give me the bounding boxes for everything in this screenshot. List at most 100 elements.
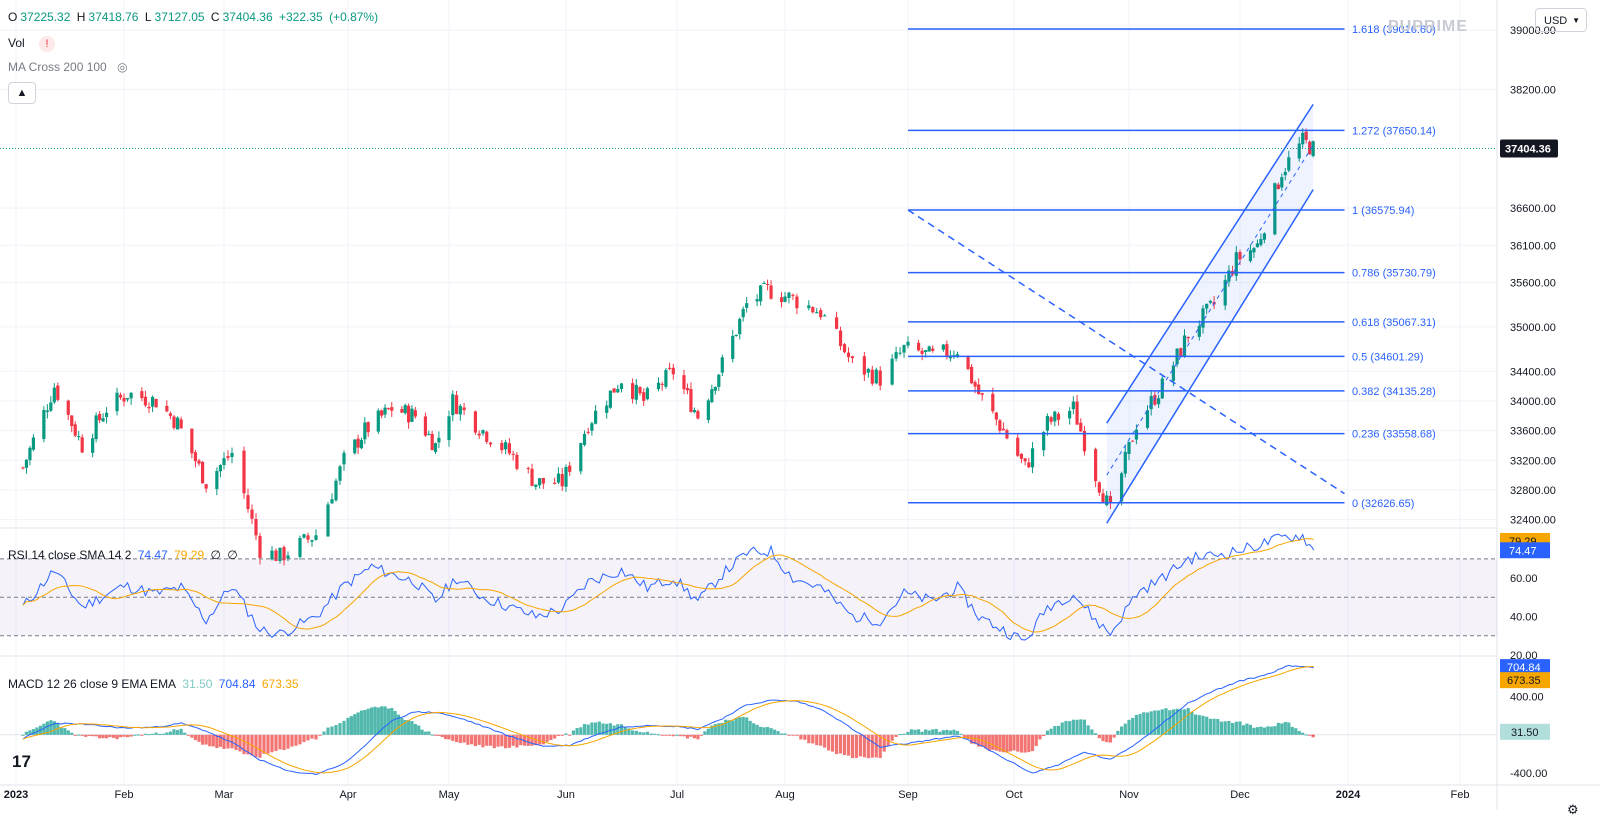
candle-up: [634, 384, 638, 400]
macd-histogram-bar: [507, 734, 511, 748]
macd-histogram-bar: [104, 734, 109, 739]
fib-level-label: 1.618 (39016.60): [1352, 24, 1436, 36]
candle-down: [1131, 440, 1135, 442]
macd-histogram-bar: [941, 730, 945, 735]
macd-legend[interactable]: MACD 12 26 close 9 EMA EMA 31.50 704.84 …: [8, 677, 302, 691]
macd-histogram-bar: [594, 722, 598, 735]
brand-logo: PUPRIME: [1388, 18, 1468, 36]
candle-down: [356, 438, 360, 448]
macd-histogram-bar: [294, 734, 298, 746]
eye-hidden-icon[interactable]: ◎: [117, 60, 128, 74]
macd-histogram-bar: [111, 734, 116, 738]
macd-histogram-bar: [1294, 728, 1298, 735]
macd-histogram-bar: [314, 734, 318, 740]
macd-histogram-bar: [186, 734, 190, 736]
time-tick-label: Nov: [1119, 789, 1139, 801]
macd-histogram-bar: [713, 724, 717, 735]
rsi-legend[interactable]: RSI 14 close SMA 14 2 74.47 79.29 ∅ ∅: [8, 548, 241, 562]
macd-hist-tag-label: 31.50: [1511, 727, 1539, 739]
candle-down: [66, 400, 70, 415]
macd-histogram-bar: [226, 734, 230, 749]
macd-histogram-bar: [1186, 707, 1190, 735]
candle-down: [696, 411, 700, 419]
candle-up: [1171, 365, 1175, 381]
candle-up: [298, 537, 302, 557]
macd-histogram-bar: [1005, 734, 1009, 753]
macd-histogram-bar: [1216, 718, 1220, 735]
ma-legend[interactable]: MA Cross 200 100 ◎: [8, 60, 131, 74]
warning-icon[interactable]: !: [39, 36, 56, 52]
macd-histogram-bar: [731, 720, 735, 735]
macd-signal-tag-label: 673.35: [1507, 675, 1541, 687]
candle-up: [1234, 252, 1238, 276]
candle-down: [1094, 449, 1098, 482]
candle-up: [1208, 300, 1212, 303]
macd-histogram-bar: [66, 730, 70, 735]
macd-histogram-bar: [1153, 710, 1157, 735]
candle-up: [713, 386, 717, 391]
macd-histogram-bar: [161, 733, 165, 735]
macd-histogram-bar: [938, 731, 942, 735]
candle-down: [1019, 453, 1024, 459]
macd-histogram-bar: [842, 734, 847, 756]
macd-histogram-bar: [831, 734, 835, 752]
candle-down: [765, 284, 770, 286]
macd-histogram-bar: [492, 734, 496, 749]
macd-histogram-bar: [133, 734, 137, 736]
macd-histogram-bar: [356, 712, 360, 735]
macd-histogram-bar: [143, 733, 148, 735]
macd-histogram-bar: [838, 734, 843, 754]
candle-up: [906, 341, 910, 346]
candle-up: [783, 296, 787, 302]
macd-histogram-bar: [1164, 708, 1168, 735]
macd-histogram-bar: [769, 728, 773, 735]
macd-histogram-bar: [403, 720, 407, 735]
candle-down: [98, 413, 102, 421]
macd-histogram-bar: [1276, 722, 1280, 735]
candle-down: [878, 370, 882, 386]
candle-down: [70, 415, 74, 427]
candle-up: [582, 433, 587, 445]
macd-histogram-bar: [906, 731, 910, 735]
macd-histogram-bar: [724, 719, 728, 735]
candle-down: [931, 348, 935, 351]
candle-up: [1127, 441, 1131, 454]
macd-histogram-bar: [1227, 721, 1231, 735]
macd-histogram-bar: [1008, 734, 1013, 752]
gear-icon[interactable]: ⚙: [1567, 802, 1579, 817]
macd-histogram-bar: [306, 734, 310, 741]
candle-down: [1023, 458, 1027, 462]
macd-histogram-bar: [894, 734, 898, 737]
candle-up: [952, 355, 956, 357]
candle-down: [147, 406, 151, 409]
macd-histogram-bar: [811, 734, 815, 744]
macd-histogram-bar: [1060, 722, 1064, 735]
candle-up: [218, 465, 223, 472]
candle-down: [568, 465, 572, 472]
macd-histogram-bar: [485, 734, 489, 746]
macd-histogram-bar: [787, 734, 791, 736]
ohlc-l-label: L: [144, 10, 152, 24]
candle-down: [250, 509, 254, 519]
currency-select[interactable]: USD ▼: [1535, 8, 1587, 32]
macd-histogram-bar: [423, 731, 428, 735]
macd-histogram-bar: [52, 721, 56, 735]
candle-up: [52, 387, 56, 403]
macd-histogram-bar: [413, 723, 417, 735]
macd-histogram-bar: [962, 734, 967, 738]
fib-level-label: 0.786 (35730.79): [1352, 268, 1436, 280]
vol-legend[interactable]: Vol !: [8, 36, 58, 52]
macd-histogram-bar: [1175, 708, 1179, 735]
candle-up: [890, 358, 894, 385]
macd-histogram-bar: [586, 724, 590, 735]
collapse-legend-button[interactable]: ▲: [8, 82, 36, 104]
macd-histogram-bar: [366, 708, 370, 735]
macd-histogram-bar: [668, 734, 672, 736]
candle-down: [1079, 422, 1083, 432]
tradingview-logo[interactable]: 17: [12, 752, 31, 771]
ohlc-h-label: H: [76, 10, 86, 24]
macd-histogram-bar: [1064, 720, 1068, 735]
macd-histogram-bar: [1280, 723, 1284, 735]
fib-level-label: 0.618 (35067.31): [1352, 317, 1436, 329]
